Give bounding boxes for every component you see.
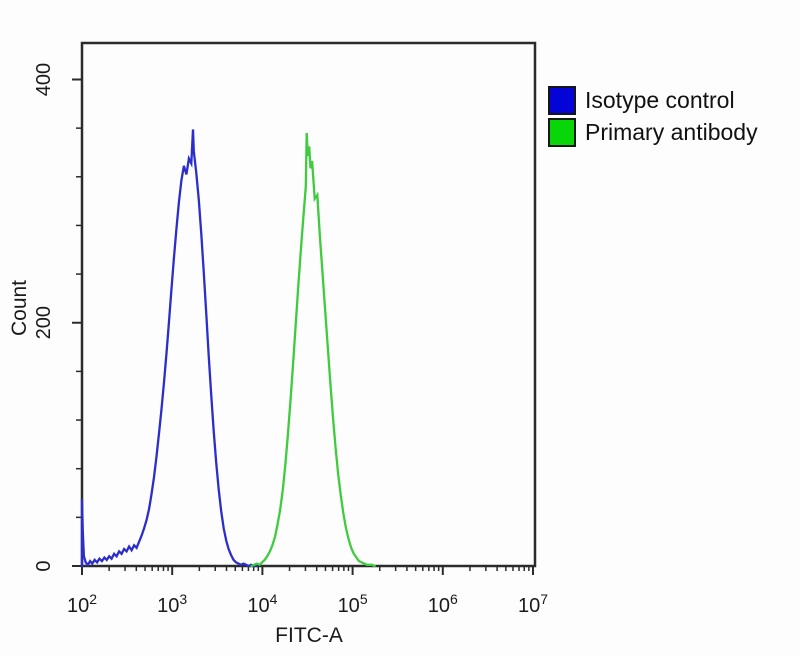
isotype-control-curve [80, 129, 258, 568]
x-tick-label: 103 [157, 591, 187, 617]
legend-label-isotype-control: Isotype control [585, 86, 735, 113]
x-axis-title: FITC-A [275, 624, 343, 647]
legend-item-isotype-control: Isotype control [548, 85, 758, 115]
legend-label-primary-antibody: Primary antibody [585, 118, 758, 145]
legend-swatch-blue-icon [548, 85, 576, 115]
plot-border [80, 41, 537, 568]
legend: Isotype control Primary antibody [548, 85, 758, 147]
x-tick-label: 102 [67, 591, 97, 617]
primary-antibody-curve [250, 132, 377, 568]
legend-swatch-green-icon [548, 117, 576, 147]
x-tick-label: 105 [338, 591, 368, 617]
y-tick-label: 0 [33, 560, 55, 571]
y-axis-title: Count [8, 280, 31, 336]
axis-tick-labels: 102 103 104 105 106 107 0 200 400 [33, 63, 548, 617]
y-tick-label: 200 [33, 306, 55, 339]
x-tick-label: 107 [518, 591, 548, 617]
legend-item-primary-antibody: Primary antibody [548, 117, 758, 147]
y-tick-label: 400 [33, 63, 55, 96]
x-tick-label: 106 [428, 591, 458, 617]
x-tick-label: 104 [247, 591, 277, 617]
histogram-curves [80, 129, 377, 568]
axis-ticks [72, 78, 534, 575]
